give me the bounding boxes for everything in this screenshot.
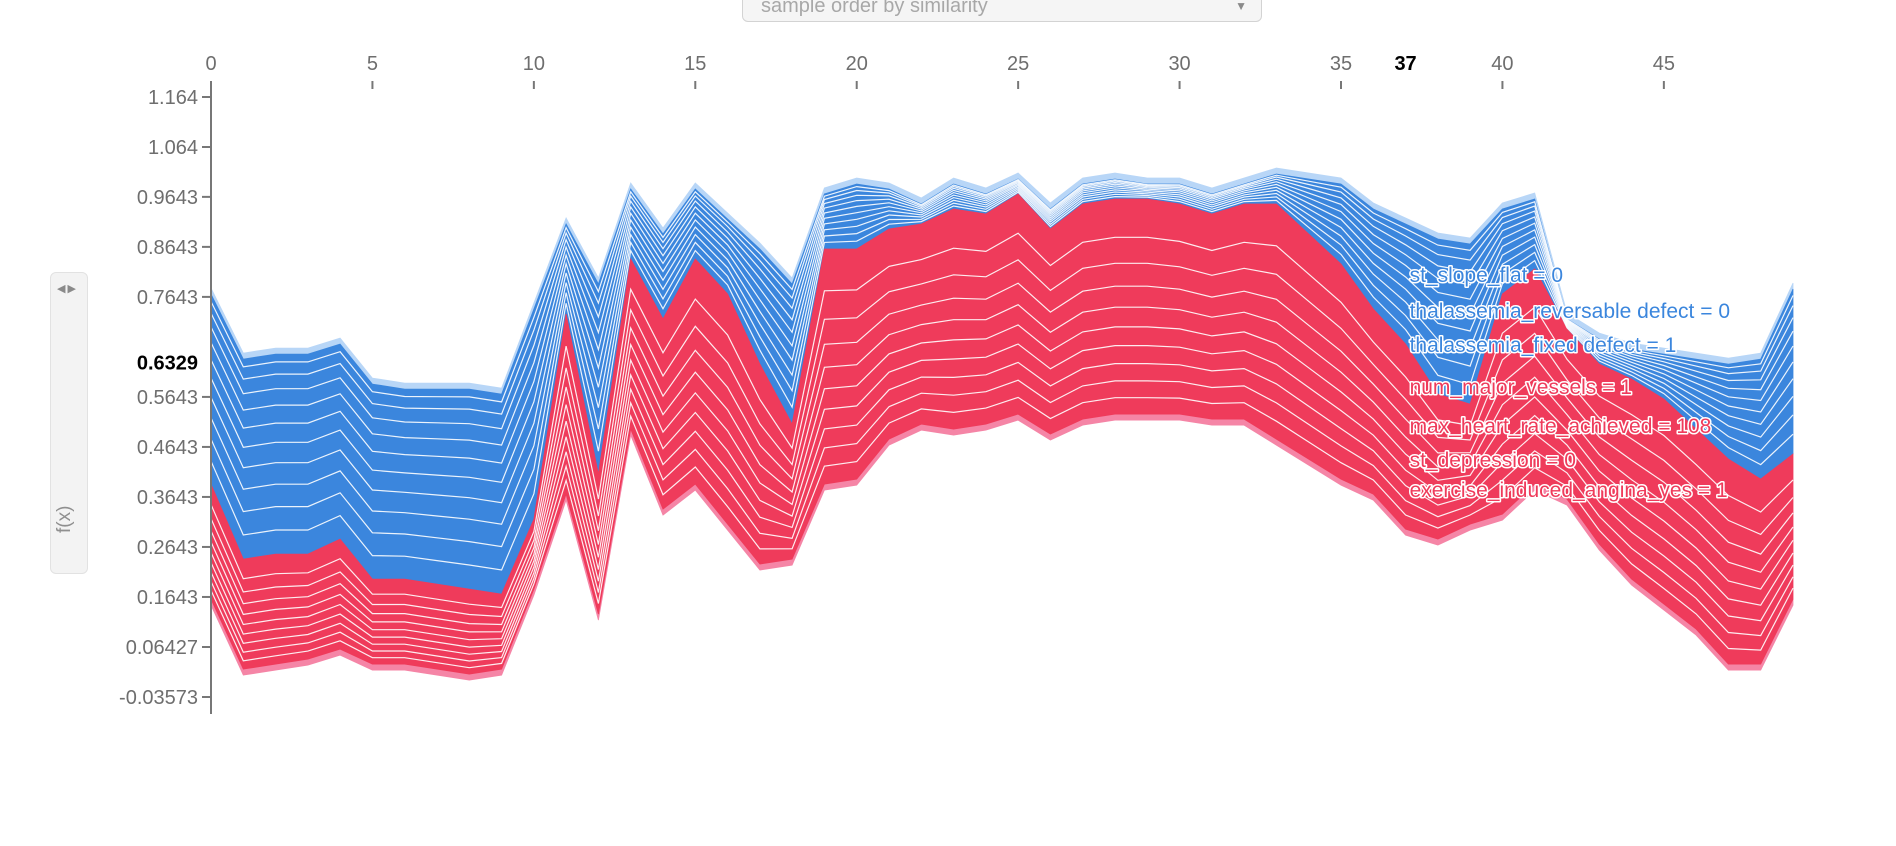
positive-feature-divider xyxy=(210,324,1794,641)
x-tick-label: 35 xyxy=(1330,53,1352,75)
y-tick-label: 0.5643 xyxy=(137,387,198,409)
y-tick-label: 0.1643 xyxy=(137,587,198,609)
negative-feature-divider xyxy=(210,176,1794,415)
sample-order-select-label: sample order by similarity xyxy=(761,0,988,17)
positive-feature-divider xyxy=(210,259,1794,618)
negative-feature-divider xyxy=(210,181,1794,446)
feature-label: thalassemia_fixed defect = 1 xyxy=(1410,334,1677,357)
feature-label: thalassemia_reversable defect = 0 xyxy=(1410,300,1730,323)
negative-feature-divider xyxy=(210,183,1794,464)
y-tick-label: 0.4643 xyxy=(137,437,198,459)
y-tick-label: 0.2643 xyxy=(137,537,198,559)
negative-feature-divider xyxy=(210,186,1794,504)
force-plot-areas xyxy=(210,167,1794,681)
positive-feature-divider xyxy=(210,361,1794,655)
y-current-label: 0.6329 xyxy=(137,353,198,375)
negative-feature-divider xyxy=(210,184,1794,483)
sample-order-select[interactable]: sample order by similarity ▲▼ xyxy=(742,0,1262,22)
x-tick-label: 0 xyxy=(205,53,216,75)
positive-feature-divider xyxy=(210,343,1794,648)
feature-label: max_heart_rate_achieved = 108 xyxy=(1410,415,1712,438)
feature-label: st_depression = 0 xyxy=(1410,449,1576,472)
feature-label: exercise_induced_angina_yes = 1 xyxy=(1410,479,1728,502)
y-axis: 1.164 1.064 0.9643 0.8643 0.7643 0.5643 0.4643… xyxy=(119,81,212,714)
x-tick-label: 25 xyxy=(1007,53,1029,75)
negative-feature-divider xyxy=(210,174,1794,403)
positive-feature-divider xyxy=(210,379,1794,662)
negative-feature-divider xyxy=(210,178,1794,430)
x-current-label: 37 xyxy=(1394,53,1416,75)
y-tick-label: 0.3643 xyxy=(137,487,198,509)
feature-label: num_major_vessels = 1 xyxy=(1410,376,1632,399)
x-tick-label: 40 xyxy=(1491,53,1513,75)
x-tick-label: 20 xyxy=(846,53,868,75)
x-tick-label: 10 xyxy=(523,53,545,75)
x-tick-label: 15 xyxy=(684,53,706,75)
negative-feature-divider xyxy=(210,191,1794,571)
y-tick-label: 1.164 xyxy=(148,87,198,109)
y-tick-label: 0.9643 xyxy=(137,187,198,209)
y-tick-label: 0.7643 xyxy=(137,287,198,309)
y-tick-label: 0.8643 xyxy=(137,237,198,259)
x-tick-label: 45 xyxy=(1653,53,1675,75)
feature-label: st_slope_flat = 0 xyxy=(1410,264,1564,287)
y-tick-label: 1.064 xyxy=(148,137,198,159)
x-tick-label: 5 xyxy=(367,53,378,75)
x-tick-label: 30 xyxy=(1168,53,1190,75)
y-axis-select[interactable]: ◀▶ f(x) xyxy=(50,272,88,574)
y-tick-label: -0.03573 xyxy=(119,687,198,709)
positive-feature-divider xyxy=(210,396,1794,669)
negative-feature-divider xyxy=(210,188,1794,525)
positive-feature-divider xyxy=(210,282,1794,626)
positive-feature-divider xyxy=(210,232,1794,609)
y-tick-label: 0.06427 xyxy=(126,637,198,659)
feature-labels: st_slope_flat = 0 thalassemia_reversable … xyxy=(1408,263,1731,504)
expand-arrows-icon: ◀▶ xyxy=(57,283,78,295)
chevron-up-down-icon: ▲▼ xyxy=(1235,0,1247,13)
negative-feature-divider xyxy=(210,189,1794,548)
positive-feature-divider xyxy=(210,303,1794,633)
x-axis: 0 5 10 15 20 25 30 35 40 45 37 xyxy=(205,53,1675,89)
